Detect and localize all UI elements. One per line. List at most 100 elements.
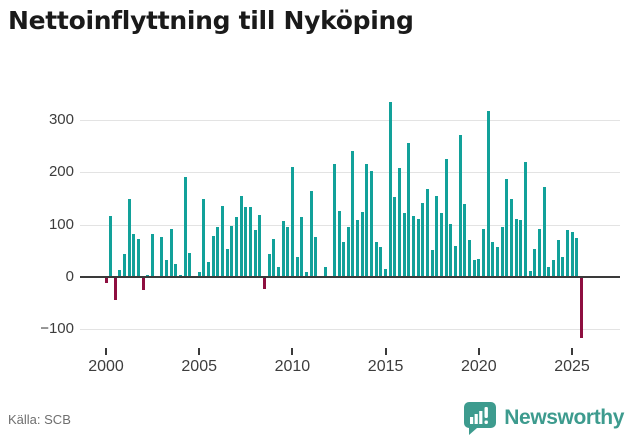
bar	[304, 272, 308, 277]
bar	[565, 229, 569, 277]
newsworthy-logo[interactable]: Newsworthy	[463, 400, 624, 436]
bar	[244, 207, 248, 277]
bar	[160, 237, 164, 277]
gridline	[80, 172, 620, 174]
y-tick-label: 0	[65, 268, 74, 285]
bar	[281, 220, 285, 277]
bar	[486, 110, 490, 277]
bar	[523, 161, 527, 277]
bar	[169, 228, 173, 277]
bar	[342, 242, 346, 277]
bar	[388, 101, 392, 277]
x-tick-mark	[384, 348, 387, 355]
bar	[458, 134, 462, 277]
x-tick-label: 2020	[461, 358, 497, 375]
x-tick-mark	[291, 348, 294, 355]
bar	[104, 277, 108, 283]
bar	[272, 239, 276, 277]
bar	[374, 241, 378, 277]
bar	[248, 206, 252, 277]
bar	[412, 215, 416, 277]
bar	[216, 227, 220, 277]
bar	[183, 177, 187, 277]
bar	[370, 170, 374, 277]
x-tick-label: 2025	[554, 358, 590, 375]
bar	[551, 260, 555, 277]
bar	[505, 179, 509, 277]
bar	[207, 262, 211, 277]
bar	[109, 215, 113, 277]
y-tick-label: 100	[48, 215, 74, 233]
bar	[416, 218, 420, 277]
bar	[421, 202, 425, 277]
bar	[221, 205, 224, 277]
bar	[393, 196, 397, 277]
bar	[537, 228, 541, 277]
bar	[295, 257, 299, 277]
gridline	[80, 224, 620, 226]
bar	[579, 277, 583, 338]
bar	[500, 226, 504, 277]
x-tick-label: 2005	[181, 358, 217, 375]
bar	[528, 271, 532, 277]
bar	[440, 212, 444, 277]
x-tick-mark	[477, 348, 480, 355]
bar	[151, 234, 155, 277]
bar	[379, 246, 383, 277]
gridline	[80, 329, 620, 331]
bar	[570, 232, 574, 277]
bar	[547, 266, 551, 277]
bar	[477, 258, 481, 277]
bar	[179, 274, 183, 277]
bar	[127, 199, 131, 277]
bar	[556, 239, 560, 277]
bar	[332, 164, 336, 277]
bar	[286, 226, 290, 277]
source-note: Källa: SCB	[8, 412, 71, 427]
x-tick-mark	[198, 348, 201, 355]
bar	[314, 237, 318, 277]
bar	[262, 277, 266, 289]
bar	[197, 272, 201, 277]
bar	[309, 190, 313, 277]
bar	[346, 227, 350, 277]
bar	[430, 249, 434, 277]
bar	[491, 242, 495, 277]
bar	[253, 230, 257, 277]
bar	[165, 260, 169, 277]
bar	[258, 215, 262, 277]
bar	[514, 218, 518, 277]
bar	[384, 269, 388, 277]
bar	[225, 249, 229, 277]
bar	[467, 240, 471, 277]
bar	[454, 245, 457, 277]
bar	[472, 260, 476, 277]
y-tick-label: 200	[48, 163, 74, 181]
bar	[323, 267, 327, 277]
bar	[360, 211, 364, 277]
bar	[211, 236, 215, 277]
y-tick-label: 300	[48, 111, 74, 129]
bar	[575, 237, 579, 277]
x-tick-label: 2010	[274, 358, 311, 375]
bar	[137, 238, 141, 277]
bar	[132, 234, 136, 277]
x-tick-mark	[571, 348, 573, 355]
bar	[351, 150, 355, 277]
zero-axis-line	[80, 276, 620, 278]
plot-area	[80, 90, 620, 356]
bar	[174, 263, 178, 277]
gridline	[80, 120, 620, 122]
bar	[337, 211, 341, 277]
x-tick-label: 2000	[88, 358, 124, 375]
x-tick-label: 2015	[367, 358, 404, 375]
bar	[481, 228, 485, 277]
bar	[407, 143, 411, 277]
bar	[365, 163, 369, 277]
bar	[230, 225, 234, 277]
bar	[118, 270, 122, 277]
bar	[449, 224, 453, 277]
bar	[239, 196, 243, 277]
bar	[463, 204, 467, 277]
